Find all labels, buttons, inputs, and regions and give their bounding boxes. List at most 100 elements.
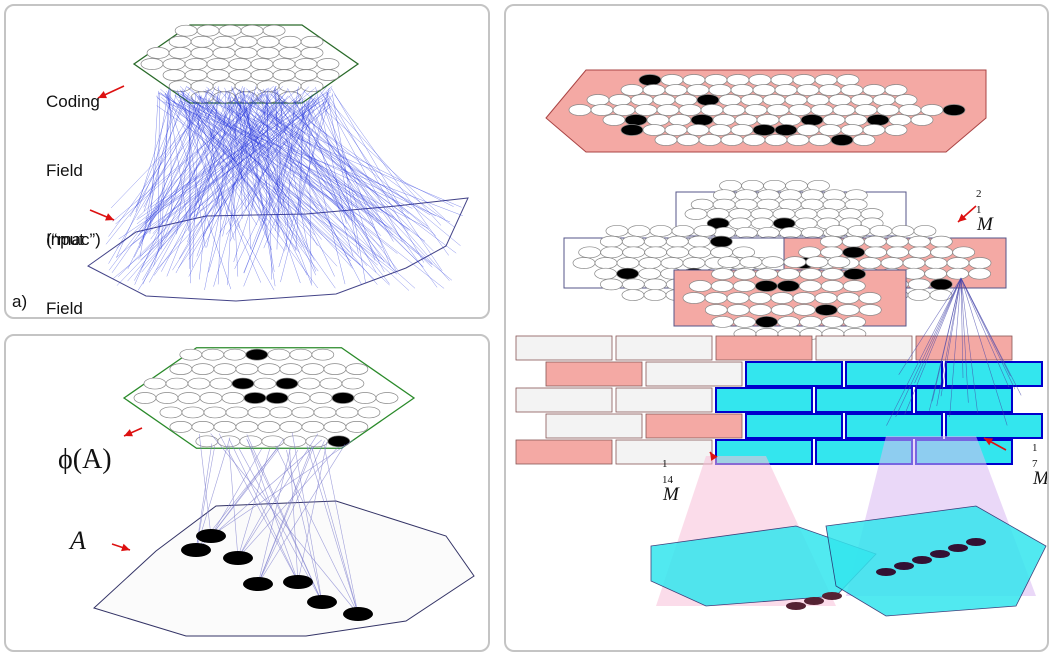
a-label: A: [70, 526, 86, 555]
top-layer-cell: [788, 104, 812, 116]
top-layer-cell: [660, 74, 684, 86]
mid-block-cell: [732, 280, 756, 292]
mid-block-cell: [638, 257, 662, 269]
phi-field-cell: [187, 377, 211, 390]
phi-field-cell: [203, 406, 227, 419]
coding-field-cell: [278, 35, 302, 48]
m12-edges: [886, 277, 1022, 426]
edge: [914, 277, 962, 384]
edge: [198, 434, 212, 537]
mid-block-cell: [600, 246, 624, 259]
block: [645, 361, 743, 387]
coding-field-cell: [316, 58, 340, 70]
coding-field-cell: [256, 35, 280, 48]
mid-block-cell: [792, 292, 816, 304]
phi-field-cell: [247, 406, 271, 419]
mid-block-cell: [820, 280, 844, 292]
edge: [156, 97, 315, 271]
top-layer-cell: [674, 94, 698, 106]
edge: [259, 89, 362, 285]
input-active-cell: [822, 592, 842, 600]
top-layer-cell: [770, 74, 794, 86]
edge: [308, 103, 397, 272]
coding-field-cell: [168, 35, 192, 48]
mid-block-cell: [710, 280, 734, 292]
edge: [183, 103, 275, 219]
phi-field-cell: [235, 363, 259, 375]
mid-block-m12-active-cell: [842, 246, 865, 259]
top-layer-cell: [652, 94, 676, 106]
block: [615, 439, 713, 465]
cyan-block: [715, 387, 813, 413]
mid-block-cell: [599, 235, 623, 248]
phi-field-cell: [225, 406, 249, 419]
panel-a-letter: a): [12, 292, 28, 311]
edge: [180, 93, 392, 230]
panel-a-graphic: [87, 24, 469, 302]
edge: [210, 448, 262, 537]
phi-field-cell: [261, 435, 285, 448]
mid-block-cell: [805, 256, 829, 268]
mid-block-cell: [627, 225, 651, 237]
mid-block-m12-cell: [924, 267, 947, 280]
top-layer-cell: [796, 84, 820, 96]
mid-block-cell: [684, 208, 708, 220]
top-layer-cell: [656, 104, 680, 116]
cyan-block: [845, 413, 943, 439]
coding-field-cell: [294, 69, 318, 81]
mid-block-m12-cell: [902, 257, 926, 269]
top-layer-active-cell: [696, 94, 720, 106]
mid-block-cell: [693, 225, 717, 237]
m-14-1-label: M 1 14: [644, 458, 679, 572]
input-region-b: [825, 505, 1047, 617]
top-layer-cell: [686, 124, 710, 136]
coding-field-cell: [212, 47, 236, 59]
phi-field-cell: [341, 377, 365, 390]
edge: [185, 85, 410, 291]
top-layer-cell: [722, 104, 746, 116]
top-layer-cell: [876, 104, 900, 116]
coding-field-cell: [278, 47, 302, 59]
mid-block-m12-cell: [907, 235, 931, 248]
edge: [116, 91, 190, 258]
phi-field-cell: [287, 392, 311, 404]
edge: [303, 90, 445, 220]
coding-field-cell: [256, 47, 280, 59]
coding-field-cell: [212, 80, 236, 93]
mid-block-cell: [704, 292, 728, 304]
phi-field-cell: [169, 421, 193, 433]
top-layer-cell: [756, 114, 780, 126]
coding-field-label: Coding Field (“mac”): [46, 44, 101, 297]
edge: [275, 86, 279, 238]
top-layer-cell: [752, 84, 776, 96]
phi-field-cell: [345, 421, 369, 433]
top-layer-cell: [810, 104, 834, 116]
top-layer-cell: [840, 84, 864, 96]
top-layer-cell: [818, 124, 842, 136]
m-1-2-label: M 2 1: [958, 188, 993, 302]
top-layer-cell: [884, 124, 908, 136]
m-14-1-sup: 1: [662, 458, 668, 470]
mid-block-m12-cell: [841, 235, 865, 248]
top-layer-cell: [778, 114, 802, 126]
mid-block-cell: [799, 268, 822, 280]
phi-field-cell: [297, 377, 321, 390]
mid-block-active-cell: [814, 304, 838, 316]
input-active-cell: [930, 550, 950, 558]
edge: [169, 88, 173, 211]
top-layer-cell: [676, 134, 700, 146]
edge: [115, 88, 268, 225]
mid-block-cell: [843, 316, 866, 328]
input-field-label-line2: Field: [46, 299, 83, 318]
edge: [149, 90, 159, 234]
edge: [195, 96, 232, 219]
top-layer-cell: [744, 104, 768, 116]
edge: [179, 100, 318, 289]
edge: [904, 277, 962, 415]
top-layer-cell: [766, 104, 790, 116]
mid-block-cell: [799, 316, 822, 328]
top-layer-cell: [840, 124, 864, 136]
edge: [199, 96, 350, 253]
mid-block-cell: [682, 292, 706, 304]
edge: [237, 446, 339, 559]
